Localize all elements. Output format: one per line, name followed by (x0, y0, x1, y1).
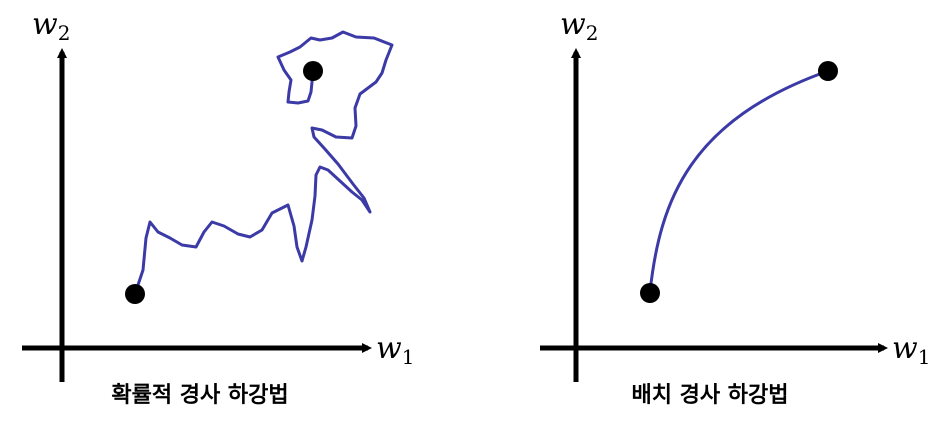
batch-path (648, 69, 830, 294)
sgd-path (133, 30, 394, 296)
sgd-caption: 확률적 경사 하강법 (111, 383, 288, 408)
sgd-x-axis-label: w1 (376, 331, 414, 369)
batch-x-axis-label: w1 (892, 331, 930, 369)
sgd-panel: w2 w1 확률적 경사 하강법 (22, 7, 414, 408)
batch-caption: 배치 경사 하강법 (632, 383, 789, 408)
sgd-end-point (303, 61, 323, 81)
sgd-y-axis-label: w2 (32, 7, 70, 45)
batch-y-axis-label: w2 (560, 7, 598, 45)
sgd-start-point (125, 284, 145, 304)
batch-panel: w2 w1 배치 경사 하강법 (540, 7, 930, 408)
batch-start-point (640, 283, 660, 303)
batch-end-point (818, 61, 838, 81)
